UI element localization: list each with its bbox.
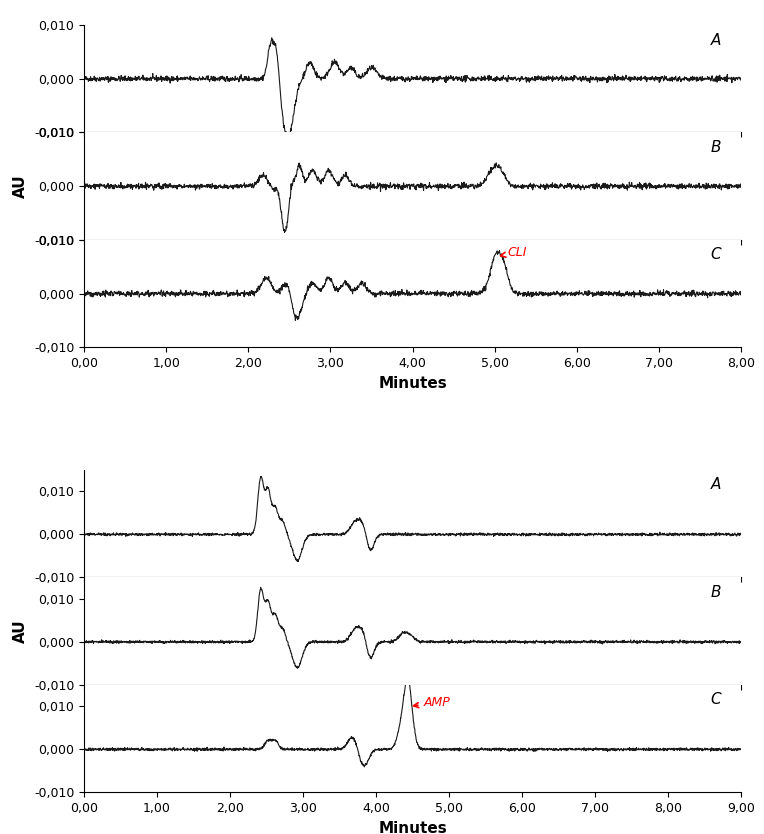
- Text: C: C: [711, 692, 721, 707]
- Text: A: A: [711, 477, 721, 492]
- Y-axis label: AU: AU: [14, 174, 28, 198]
- X-axis label: Minutes: Minutes: [378, 821, 447, 834]
- Text: AMP: AMP: [413, 696, 450, 710]
- X-axis label: Minutes: Minutes: [378, 375, 447, 390]
- Y-axis label: AU: AU: [14, 620, 28, 643]
- Text: B: B: [711, 585, 721, 600]
- Text: B: B: [711, 140, 721, 155]
- Text: CLI: CLI: [500, 246, 526, 259]
- Text: A: A: [711, 33, 721, 48]
- Text: C: C: [711, 248, 721, 263]
